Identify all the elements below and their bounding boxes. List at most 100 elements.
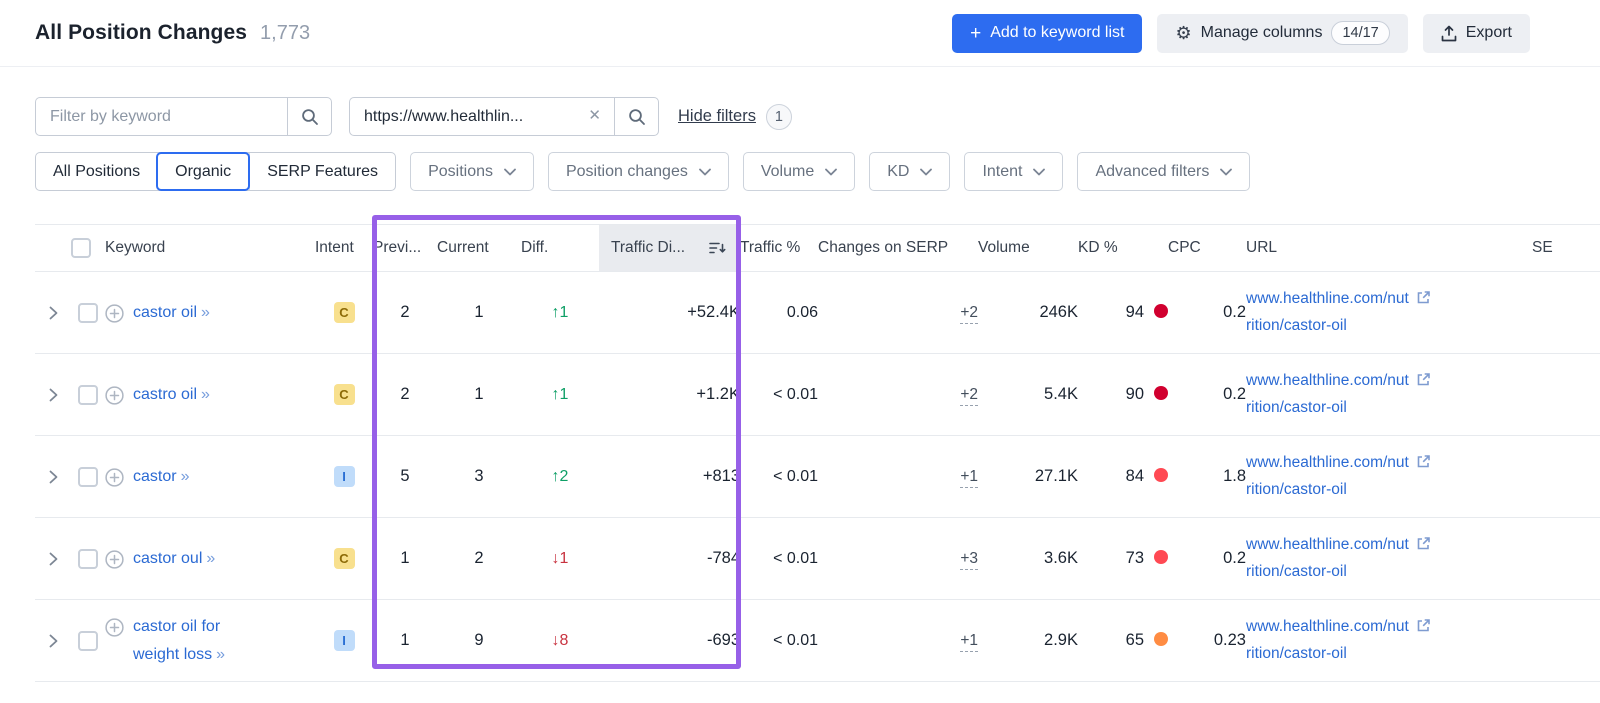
position-diff: ↓1 bbox=[551, 549, 569, 567]
volume-filter-dropdown[interactable]: Volume bbox=[742, 152, 856, 191]
result-url-link[interactable]: www.healthline.com/nut rition/castor-oil bbox=[1246, 287, 1532, 337]
expand-row-button[interactable] bbox=[43, 628, 64, 654]
url-filter-input[interactable] bbox=[349, 97, 614, 136]
column-header-cpc[interactable]: CPC bbox=[1168, 224, 1246, 272]
serp-changes-link[interactable]: +2 bbox=[960, 303, 978, 324]
add-keyword-icon[interactable] bbox=[105, 549, 124, 569]
add-keyword-icon[interactable] bbox=[105, 303, 124, 323]
keyword-link[interactable]: castor oil for weight loss bbox=[133, 617, 221, 663]
columns-count-badge: 14/17 bbox=[1331, 21, 1390, 45]
keyword-link[interactable]: castor bbox=[133, 467, 177, 485]
external-link-icon[interactable] bbox=[1416, 291, 1431, 309]
expand-row-button[interactable] bbox=[43, 464, 64, 490]
serp-changes-link[interactable]: +1 bbox=[960, 467, 978, 488]
column-header-intent[interactable]: Intent bbox=[315, 224, 373, 272]
previous-position: 2 bbox=[373, 353, 437, 436]
result-url-link[interactable]: www.healthline.com/nut rition/castor-oil bbox=[1246, 369, 1532, 419]
column-header-keyword[interactable]: Keyword bbox=[105, 224, 315, 272]
result-url-link[interactable]: www.healthline.com/nut rition/castor-oil bbox=[1246, 533, 1532, 583]
clear-url-icon[interactable]: ✕ bbox=[588, 107, 601, 124]
column-header-current[interactable]: Current bbox=[437, 224, 521, 272]
column-header-url[interactable]: URL bbox=[1246, 224, 1532, 272]
previous-position: 5 bbox=[373, 435, 437, 518]
expand-row-button[interactable] bbox=[43, 546, 64, 572]
serp-changes-link[interactable]: +1 bbox=[960, 631, 978, 652]
add-keyword-icon[interactable] bbox=[105, 385, 124, 405]
url-search-button[interactable] bbox=[614, 97, 659, 136]
traffic-percent: < 0.01 bbox=[740, 599, 818, 682]
kd-difficulty-dot bbox=[1154, 468, 1168, 482]
chevron-right-icon bbox=[49, 470, 57, 483]
add-to-keyword-list-button[interactable]: + Add to keyword list bbox=[952, 13, 1143, 53]
column-header-serp-changes[interactable]: Changes on SERP bbox=[818, 224, 978, 272]
chevron-right-icon bbox=[49, 552, 57, 565]
filter-tabs-row: All Positions Organic SERP Features Posi… bbox=[35, 152, 1600, 191]
keyword-link[interactable]: castor oil bbox=[133, 303, 198, 321]
sort-descending-icon bbox=[709, 242, 726, 254]
result-url-link[interactable]: www.healthline.com/nut rition/castor-oil bbox=[1246, 615, 1532, 665]
row-checkbox[interactable] bbox=[78, 630, 98, 651]
kd-filter-dropdown[interactable]: KD bbox=[869, 152, 951, 191]
volume: 246K bbox=[978, 271, 1078, 354]
add-keyword-icon[interactable] bbox=[105, 617, 124, 637]
expand-row-button[interactable] bbox=[43, 300, 64, 326]
chevron-down-icon bbox=[1033, 168, 1046, 175]
tab-all-positions[interactable]: All Positions bbox=[36, 153, 157, 190]
position-type-tabs: All Positions Organic SERP Features bbox=[35, 152, 397, 191]
keyword-details-icon[interactable]: » bbox=[180, 467, 191, 485]
expand-row-button[interactable] bbox=[43, 382, 64, 408]
external-link-icon[interactable] bbox=[1416, 455, 1431, 473]
topbar: All Position Changes 1,773 + Add to keyw… bbox=[0, 0, 1600, 67]
hide-filters-link[interactable]: Hide filters bbox=[678, 107, 756, 125]
row-checkbox[interactable] bbox=[78, 302, 98, 323]
chevron-right-icon bbox=[49, 388, 57, 401]
current-position: 9 bbox=[437, 599, 521, 682]
column-header-se[interactable]: SE bbox=[1532, 224, 1600, 272]
result-url-link[interactable]: www.healthline.com/nut rition/castor-oil bbox=[1246, 451, 1532, 501]
position-diff: ↑1 bbox=[551, 385, 569, 403]
traffic-percent: < 0.01 bbox=[740, 435, 818, 518]
plus-icon: + bbox=[970, 22, 982, 44]
row-checkbox[interactable] bbox=[78, 548, 98, 569]
positions-filter-dropdown[interactable]: Positions bbox=[410, 152, 534, 191]
export-button[interactable]: Export bbox=[1422, 13, 1530, 53]
tab-serp-features[interactable]: SERP Features bbox=[249, 153, 395, 190]
add-keyword-icon[interactable] bbox=[105, 467, 124, 487]
manage-columns-button[interactable]: ⚙ Manage columns 14/17 bbox=[1157, 13, 1408, 53]
traffic-percent: < 0.01 bbox=[740, 353, 818, 436]
active-filters-badge: 1 bbox=[765, 103, 792, 130]
keyword-search-button[interactable] bbox=[287, 97, 332, 136]
keyword-link[interactable]: castor oul bbox=[133, 549, 203, 567]
kd-value: 65 bbox=[1125, 631, 1144, 649]
column-header-volume[interactable]: Volume bbox=[978, 224, 1078, 272]
row-checkbox[interactable] bbox=[78, 466, 98, 487]
keyword-details-icon[interactable]: » bbox=[216, 645, 227, 663]
intent-badge: C bbox=[333, 548, 355, 569]
traffic-diff: +1.2K bbox=[599, 353, 740, 436]
column-header-traffic-pct[interactable]: Traffic % bbox=[740, 224, 818, 272]
select-all-checkbox[interactable] bbox=[71, 238, 91, 258]
row-checkbox[interactable] bbox=[78, 384, 98, 405]
position-changes-filter-dropdown[interactable]: Position changes bbox=[547, 152, 729, 191]
external-link-icon[interactable] bbox=[1416, 619, 1431, 637]
external-link-icon[interactable] bbox=[1416, 537, 1431, 555]
intent-filter-dropdown[interactable]: Intent bbox=[964, 152, 1064, 191]
external-link-icon[interactable] bbox=[1416, 373, 1431, 391]
tab-organic[interactable]: Organic bbox=[156, 152, 251, 191]
cpc: 0.2 bbox=[1168, 271, 1246, 354]
column-header-kd[interactable]: KD % bbox=[1078, 224, 1168, 272]
column-header-previous[interactable]: Previ... bbox=[373, 224, 437, 272]
keyword-details-icon[interactable]: » bbox=[201, 385, 211, 403]
advanced-filters-dropdown[interactable]: Advanced filters bbox=[1077, 152, 1251, 191]
keyword-details-icon[interactable]: » bbox=[201, 303, 211, 321]
keyword-link[interactable]: castro oil bbox=[133, 385, 198, 403]
column-header-traffic-diff[interactable]: Traffic Di... bbox=[599, 224, 740, 272]
topbar-actions: + Add to keyword list ⚙ Manage columns 1… bbox=[952, 13, 1530, 53]
keyword-details-icon[interactable]: » bbox=[206, 549, 217, 567]
column-header-diff[interactable]: Diff. bbox=[521, 224, 599, 272]
serp-changes-link[interactable]: +3 bbox=[960, 549, 978, 570]
url-filter-group: ✕ bbox=[349, 97, 659, 136]
serp-changes-link[interactable]: +2 bbox=[960, 385, 978, 406]
intent-badge: C bbox=[333, 302, 355, 323]
keyword-filter-input[interactable] bbox=[35, 97, 287, 136]
